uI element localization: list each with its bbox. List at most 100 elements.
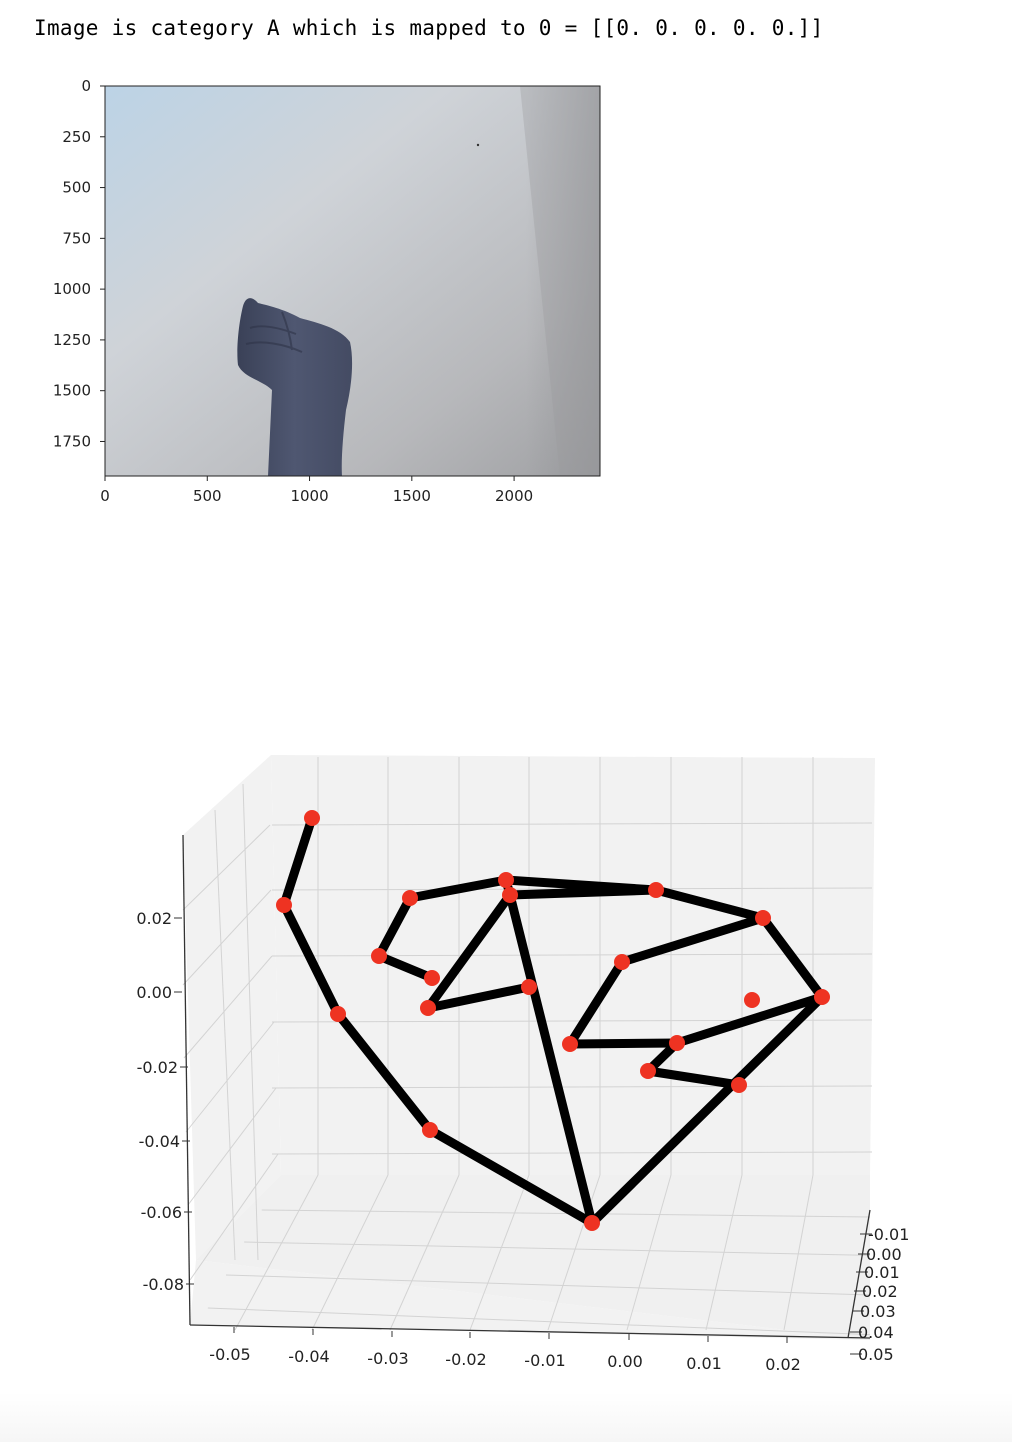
grid-lines [182, 757, 873, 1336]
bone-pinky_mcp-pinky_pip [758, 913, 827, 1002]
image-frame [104, 85, 601, 477]
y-tick-label: 0.00 [866, 1245, 902, 1264]
bone-thumb_ip-thumb_tip [279, 813, 317, 910]
image-y-tick-label: 1000 [53, 280, 91, 298]
grid-line [234, 1174, 319, 1331]
x-tick-label: 0.01 [686, 1354, 722, 1373]
hand-bones [279, 813, 827, 1228]
bone-thumb_cmc-thumb_mcp [333, 1009, 435, 1135]
y-tick-label: -0.01 [868, 1225, 909, 1244]
y-tick-label: 0.04 [858, 1323, 894, 1342]
image-x-tick-label: 1000 [290, 487, 328, 505]
image-x-axis: 0 500 1000 1500 2000 [100, 476, 533, 505]
pane-back [271, 755, 875, 1175]
joint-ring_pip [562, 1036, 578, 1052]
photo-area [105, 86, 600, 476]
bone-middle_pip-middle_dip [423, 982, 534, 1013]
grid-line [225, 1274, 871, 1296]
z-tick-label: 0.02 [136, 909, 172, 928]
x-tick-label: -0.03 [367, 1349, 408, 1368]
grid-line [547, 1174, 601, 1331]
x-axis-ticks: -0.05 -0.04 -0.03 -0.02 -0.01 0.00 0.01 0.02 [209, 1327, 801, 1374]
image-x-tick-label: 500 [193, 487, 222, 505]
joint-index_dip [371, 948, 387, 964]
grid-line [389, 1174, 460, 1331]
z-tick-label: -0.08 [143, 1275, 184, 1294]
bone-index_pip-index_dip [374, 893, 415, 961]
image-y-axis: 0 250 500 750 1000 1250 1500 1750 [53, 77, 105, 450]
grid-line [207, 1307, 871, 1336]
joint-middle_pip [420, 1000, 436, 1016]
z-tick-label: -0.02 [137, 1058, 178, 1077]
joint-ring_mcp [648, 882, 664, 898]
bone-ring_tip-pinky_tip [643, 1066, 744, 1090]
grid-line [214, 809, 236, 1261]
y-tick-label: 0.05 [858, 1345, 894, 1364]
image-y-tick-label: 0 [81, 77, 91, 95]
joint-middle_tip [614, 954, 630, 970]
x-tick-label: -0.01 [524, 1351, 565, 1370]
axis-lines [182, 834, 871, 1339]
grid-line [189, 1153, 279, 1281]
joint-index_tip [424, 970, 440, 986]
joint-ring_tip [640, 1063, 656, 1079]
image-x-tick-label: 1500 [393, 487, 431, 505]
bone-index_dip-index_tip [374, 951, 437, 983]
y-axis-ticks: -0.010.000.010.020.03 0.04 0.05 [850, 1225, 909, 1364]
y-tick-label: 0.03 [860, 1302, 896, 1321]
image-x-tick-label: 0 [100, 487, 110, 505]
image-y-tick-label: 1250 [53, 331, 91, 349]
joint-thumb_mcp [330, 1006, 346, 1022]
joint-pinky_dip [744, 992, 760, 1008]
grid-line [182, 824, 271, 911]
pane-left [183, 755, 281, 1260]
joint-thumb_ip [276, 897, 292, 913]
grid-line [187, 1087, 277, 1206]
joint-wrist [584, 1215, 600, 1231]
hand-joints [276, 810, 830, 1231]
joint-pinky_pip [814, 989, 830, 1005]
image-y-tick-label: 250 [62, 128, 91, 146]
joint-thumb_tip [304, 810, 320, 826]
bone-ring_mcp-pinky_mcp [651, 885, 768, 923]
output-caption: Image is category A which is mapped to 0… [34, 16, 824, 40]
image-y-tick-label: 750 [62, 229, 91, 247]
image-y-tick-label: 1750 [53, 432, 91, 450]
grid-line [183, 955, 273, 1059]
bone-pinky_mcp-middle_tip [617, 913, 768, 967]
grid-line [469, 1174, 530, 1331]
y-tick-label: 0.01 [864, 1263, 900, 1282]
joint-pinky_mcp [755, 910, 771, 926]
x-tick-label: -0.04 [288, 1347, 329, 1366]
joint-thumb_cmc [422, 1122, 438, 1138]
image-x-tick-label: 2000 [495, 487, 533, 505]
image-y-tick-label: 500 [62, 179, 91, 197]
grid-line [261, 1209, 871, 1218]
grid-line [783, 1174, 814, 1331]
y-tick-label: 0.02 [862, 1282, 898, 1301]
hand-landmark-3d-plot: -0.05 -0.04 -0.03 -0.02 -0.01 0.00 0.01 0.02 -0… [136, 755, 909, 1374]
grid-line [271, 1085, 873, 1089]
bone-index_mcp-middle_pip [423, 890, 515, 1013]
bone-thumb_mcp-thumb_ip [279, 900, 343, 1019]
joint-ring_dip [669, 1035, 685, 1051]
grid-line [311, 1174, 389, 1331]
z-axis-ticks: 0.02 0.00 -0.02 -0.04 -0.06 -0.08 [136, 909, 194, 1294]
z-tick-label: 0.00 [136, 983, 172, 1002]
image-plot: 0 250 500 750 1000 1250 1500 1750 0 500 1000 1500 2… [53, 77, 601, 505]
bone-pinky_pip-ring_dip [672, 992, 827, 1048]
joint-pinky_tip [731, 1077, 747, 1093]
x-tick-label: -0.05 [209, 1345, 250, 1364]
pane-floor [190, 1175, 870, 1340]
joint-middle_mcp [498, 872, 514, 888]
bone-wrist-thumb_cmc [425, 1125, 597, 1228]
x-tick-label: 0.02 [765, 1355, 801, 1374]
bone-middle_mcp-index_pip [405, 875, 511, 903]
z-tick-label: -0.06 [141, 1203, 182, 1222]
fist-photo [237, 298, 353, 476]
x-tick-label: 0.00 [607, 1352, 643, 1371]
bone-wrist-index_mcp [505, 890, 597, 1228]
joint-middle_dip [521, 979, 537, 995]
x-tick-label: -0.02 [445, 1350, 486, 1369]
bone-ring_pip-ring_dip [565, 1038, 682, 1049]
